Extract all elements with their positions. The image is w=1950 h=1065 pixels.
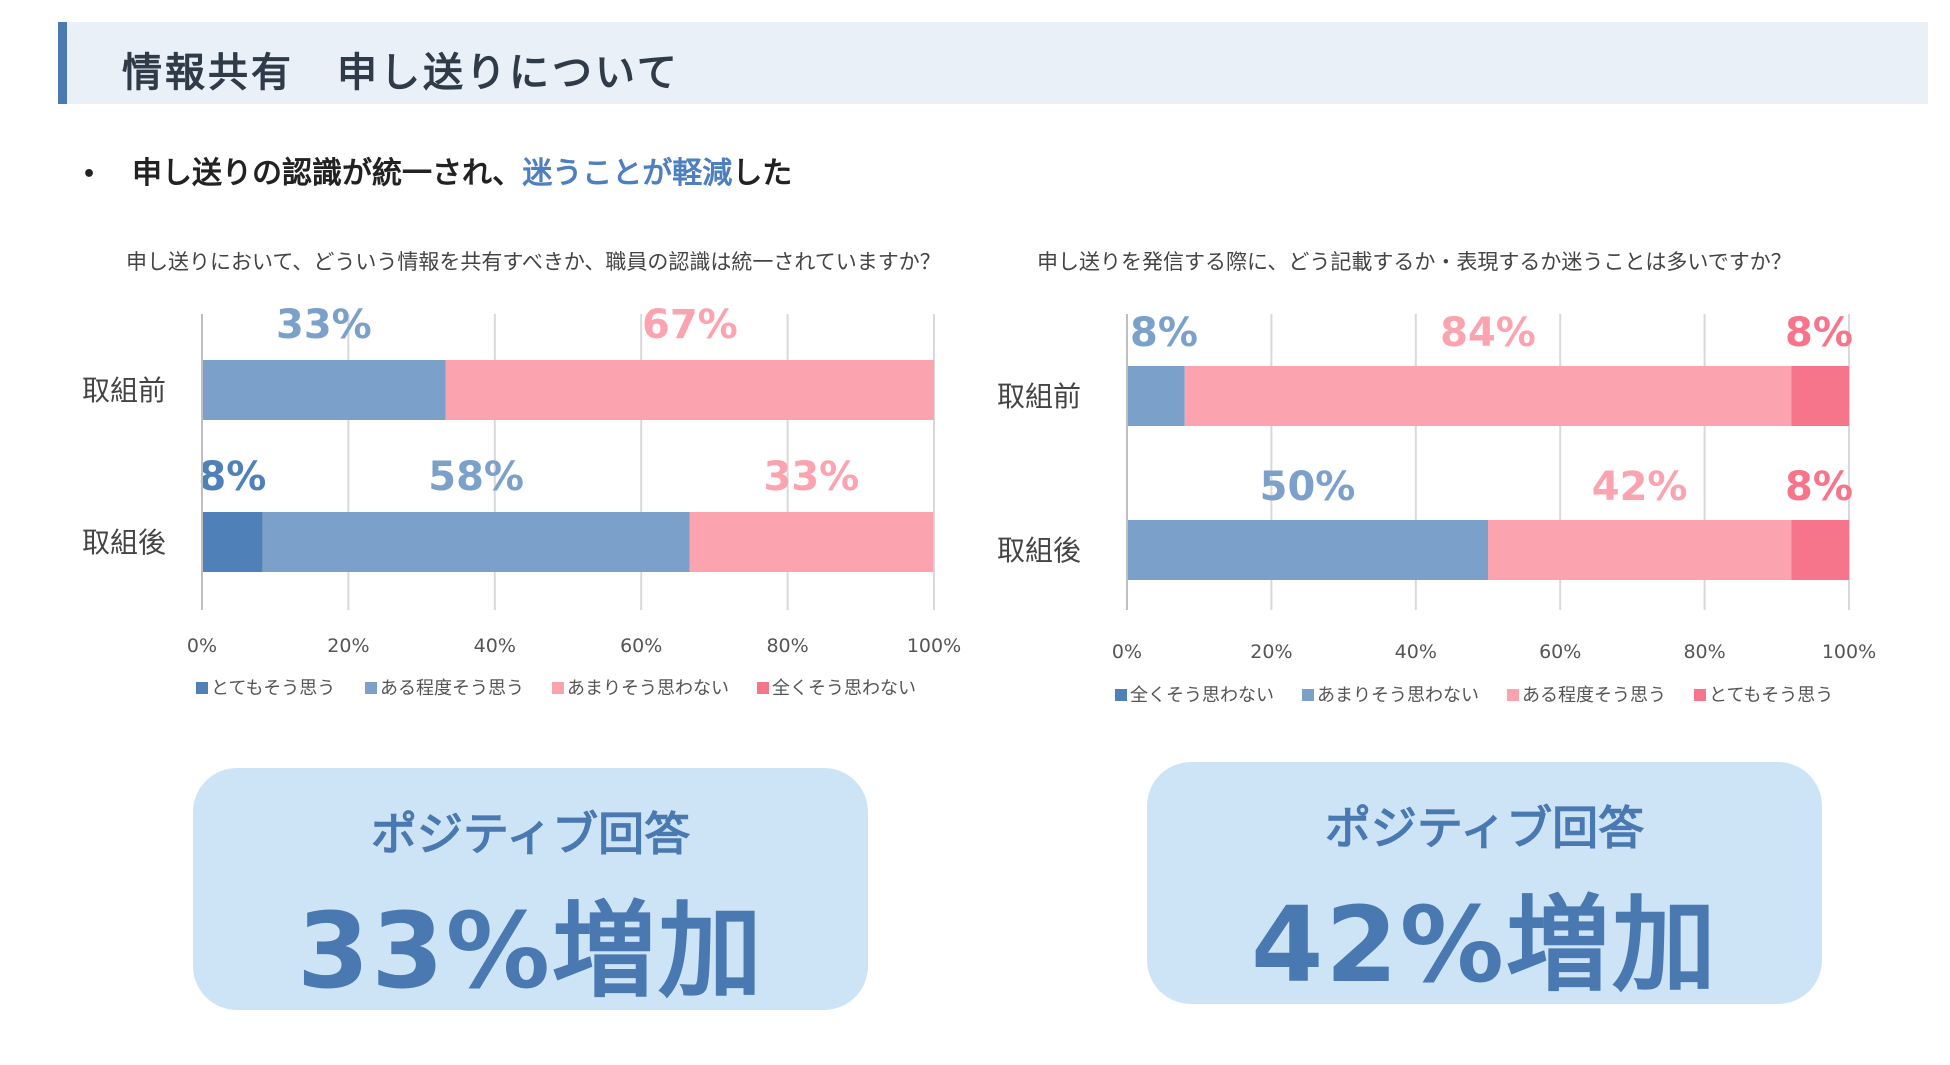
legend-swatch — [1507, 689, 1519, 701]
x-tick-label: 20% — [1250, 641, 1292, 663]
chart-title: 申し送りにおいて、どういう情報を共有すべきか、職員の認識は統一されていますか？ — [126, 250, 941, 274]
category-label: 取組後 — [997, 534, 1081, 567]
data-label: 33% — [764, 454, 860, 500]
data-label: 8% — [1785, 464, 1853, 510]
x-tick-label: 100% — [907, 635, 961, 657]
legend-swatch — [196, 682, 208, 694]
positive-callout-left: ポジティブ回答 33%増加 — [193, 768, 868, 1012]
data-label: 8% — [1130, 310, 1198, 356]
bullet-text-end: した — [732, 156, 793, 191]
x-tick-label: 0% — [1112, 641, 1142, 663]
category-label: 取組前 — [997, 380, 1081, 413]
category-label: 取組前 — [82, 374, 166, 407]
chart-title: 申し送りを発信する際に、どう記載するか・表現するか迷うことは多いですか？ — [1037, 250, 1792, 274]
title-bar: 情報共有 申し送りについて — [58, 22, 1928, 104]
bar-segment — [1184, 366, 1792, 426]
bar-segment — [262, 512, 690, 572]
bar-segment — [202, 512, 263, 572]
legend-label: あまりそう思わない — [1317, 685, 1479, 706]
bar-segment — [1127, 520, 1488, 580]
x-tick-label: 80% — [1683, 641, 1725, 663]
data-label: 67% — [642, 302, 738, 348]
legend-swatch — [1302, 689, 1314, 701]
callout-label: ポジティブ回答 — [370, 807, 691, 861]
legend-swatch — [757, 682, 769, 694]
callout-value: 33%増加 — [297, 890, 764, 1012]
bar-segment — [1488, 520, 1792, 580]
x-tick-label: 60% — [620, 635, 662, 657]
data-label: 8% — [1785, 310, 1853, 356]
chart-svg: 0% 20% 40% 60% 80% 100% 取組前 33% 67% 取組後 8% 58% 33% とて… — [82, 302, 961, 699]
bullet-highlight: 迷うことが軽減 — [522, 156, 733, 191]
data-label: 8% — [198, 454, 266, 500]
legend-swatch — [552, 682, 564, 694]
bar-segment — [1127, 366, 1185, 426]
bar-segment — [202, 360, 446, 420]
chart-right: 申し送りを発信する際に、どう記載するか・表現するか迷うことは多いですか？ 0% 2… — [985, 238, 1945, 718]
data-label: 50% — [1260, 464, 1356, 510]
callout-label: ポジティブ回答 — [1324, 801, 1645, 855]
x-tick-label: 20% — [327, 635, 369, 657]
legend-label: ある程度そう思う — [380, 678, 524, 699]
legend-swatch — [1694, 689, 1706, 701]
legend-label: とてもそう思う — [211, 678, 335, 699]
x-tick-label: 40% — [1395, 641, 1437, 663]
legend-label: とてもそう思う — [1709, 685, 1833, 706]
chart-left: 申し送りにおいて、どういう情報を共有すべきか、職員の認識は統一されていますか？ … — [70, 238, 1030, 718]
bar-segment — [1791, 366, 1849, 426]
chart-svg: 0% 20% 40% 60% 80% 100% 取組前 8% 84% 8% 取組後 50% 42% 8% 全… — [997, 310, 1876, 706]
x-tick-label: 40% — [474, 635, 516, 657]
x-tick-label: 80% — [766, 635, 808, 657]
legend-label: 全くそう思わない — [772, 678, 916, 699]
legend-swatch — [1115, 689, 1127, 701]
data-label: 58% — [428, 454, 524, 500]
x-tick-label: 60% — [1539, 641, 1581, 663]
category-label: 取組後 — [82, 526, 166, 559]
data-label: 42% — [1592, 464, 1688, 510]
legend-label: ある程度そう思う — [1522, 685, 1666, 706]
legend-swatch — [365, 682, 377, 694]
data-label: 84% — [1440, 310, 1536, 356]
bar-segment — [1791, 520, 1849, 580]
legend-label: あまりそう思わない — [567, 678, 729, 699]
callout-value: 42%増加 — [1251, 884, 1718, 1006]
bullet-text: 申し送りの認識が統一され、 — [132, 156, 523, 191]
data-label: 33% — [276, 302, 372, 348]
x-tick-label: 100% — [1822, 641, 1876, 663]
positive-callout-right: ポジティブ回答 42%増加 — [1147, 762, 1822, 1006]
legend-label: 全くそう思わない — [1130, 685, 1274, 706]
bar-segment — [689, 512, 934, 572]
page-title: 情報共有 申し送りについて — [122, 50, 680, 96]
bar-segment — [445, 360, 934, 420]
summary-bullet: • 申し送りの認識が統一され、迷うことが軽減した — [82, 148, 792, 192]
bullet-marker: • — [82, 162, 97, 187]
x-tick-label: 0% — [187, 635, 217, 657]
